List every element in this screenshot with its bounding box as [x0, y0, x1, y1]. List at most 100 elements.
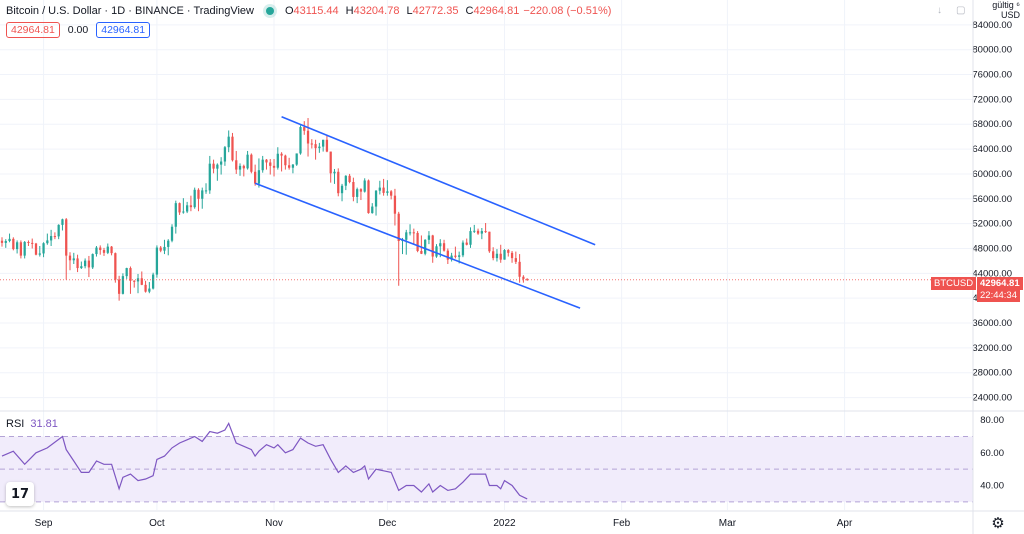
symbol-legend: Bitcoin / U.S. Dollar · 1D · BINANCE · T…	[6, 3, 615, 19]
candle-body	[510, 252, 514, 259]
candle	[371, 203, 374, 214]
candle	[80, 261, 83, 269]
candle-body	[522, 276, 525, 279]
candle	[193, 187, 196, 209]
candle	[57, 224, 60, 240]
candle	[27, 240, 30, 246]
candle-body	[495, 253, 499, 259]
candle	[295, 153, 298, 166]
candle	[23, 241, 26, 259]
candle-body	[193, 189, 196, 208]
candle-body	[38, 253, 41, 255]
candle	[424, 239, 427, 256]
price-tick-label: 28000.00	[972, 368, 1012, 379]
candle	[38, 246, 41, 257]
candle-body	[91, 254, 94, 268]
candle-body	[503, 250, 506, 260]
candle-body	[178, 203, 181, 213]
candle	[492, 247, 495, 261]
candle-body	[408, 232, 412, 234]
candle-body	[337, 171, 340, 194]
price-axis-header[interactable]: gültig ⁶ USD	[992, 0, 1020, 20]
candle-body	[454, 255, 457, 257]
candle	[204, 183, 208, 194]
candle-body	[272, 165, 276, 168]
symbol-title[interactable]: Bitcoin / U.S. Dollar · 1D · BINANCE · T…	[6, 5, 254, 17]
candle-body	[102, 250, 106, 253]
candle-body	[356, 189, 359, 197]
candle	[72, 252, 75, 265]
candle-body	[133, 280, 136, 282]
candle	[280, 152, 283, 172]
candle-body	[427, 235, 431, 240]
candle	[269, 159, 272, 175]
candle	[182, 198, 185, 214]
arrow-down-icon[interactable]: ↓	[937, 5, 942, 16]
price-tick-label: 44000.00	[972, 268, 1012, 279]
candle-body	[204, 190, 208, 192]
candle-body	[185, 205, 189, 212]
candle-body	[170, 226, 174, 241]
candle-body	[288, 165, 291, 168]
candle	[446, 248, 449, 265]
candle-body	[269, 162, 272, 166]
rsi-legend[interactable]: RSI 31.81	[6, 418, 58, 430]
time-tick-label: Mar	[719, 518, 737, 529]
candle-body	[382, 187, 385, 193]
candle-body	[265, 159, 268, 163]
candle-body	[61, 219, 64, 225]
candle	[220, 157, 223, 175]
candle	[238, 163, 242, 176]
candle-body	[469, 231, 472, 245]
time-tick-label: Sep	[35, 518, 53, 529]
candle	[435, 244, 438, 258]
candle-body	[507, 250, 510, 253]
candle	[110, 246, 113, 256]
candle-body	[473, 230, 476, 232]
candle-body	[397, 213, 400, 242]
candle	[465, 238, 468, 246]
candle-body	[393, 195, 397, 214]
price-tick-label: 76000.00	[972, 70, 1012, 81]
tradingview-logo-icon[interactable]: 17	[6, 482, 34, 506]
candle	[174, 200, 177, 234]
candle	[450, 252, 453, 262]
currency-label[interactable]: USD	[1000, 10, 1020, 20]
candle	[393, 188, 397, 226]
buy-price-button[interactable]: 42964.81	[96, 22, 151, 38]
time-tick-label: 2022	[493, 518, 516, 529]
candle-body	[167, 240, 170, 247]
candle	[155, 245, 159, 278]
symbol-price-label: BTCUSD	[931, 277, 977, 290]
candle-body	[299, 127, 302, 154]
rsi-tick-label: 40.00	[980, 481, 1004, 492]
candle-body	[242, 165, 245, 169]
candle	[197, 188, 200, 212]
candle	[408, 224, 412, 236]
candle-body	[254, 171, 257, 184]
candle	[223, 145, 227, 166]
candle-body	[446, 250, 449, 260]
sell-price-button[interactable]: 42964.81	[6, 22, 60, 38]
high-key: H	[345, 5, 354, 17]
price-tick-label: 24000.00	[972, 393, 1012, 404]
candle	[83, 258, 87, 269]
gear-icon[interactable]: ⚙	[991, 515, 1005, 532]
candle-body	[80, 266, 83, 269]
close-value: 42964.81	[473, 5, 520, 17]
candle-body	[223, 147, 227, 162]
candle-body	[480, 231, 483, 234]
maximize-icon[interactable]: ▢	[956, 5, 966, 16]
candle-body	[76, 258, 79, 269]
candle-body	[110, 246, 113, 254]
candle	[106, 243, 109, 255]
candle	[314, 139, 317, 160]
candle-body	[140, 278, 143, 285]
candle	[397, 211, 400, 286]
candle-body	[227, 136, 230, 148]
candle-body	[329, 151, 332, 174]
candle-body	[314, 144, 317, 149]
candle-body	[246, 154, 249, 169]
candle	[12, 237, 15, 251]
